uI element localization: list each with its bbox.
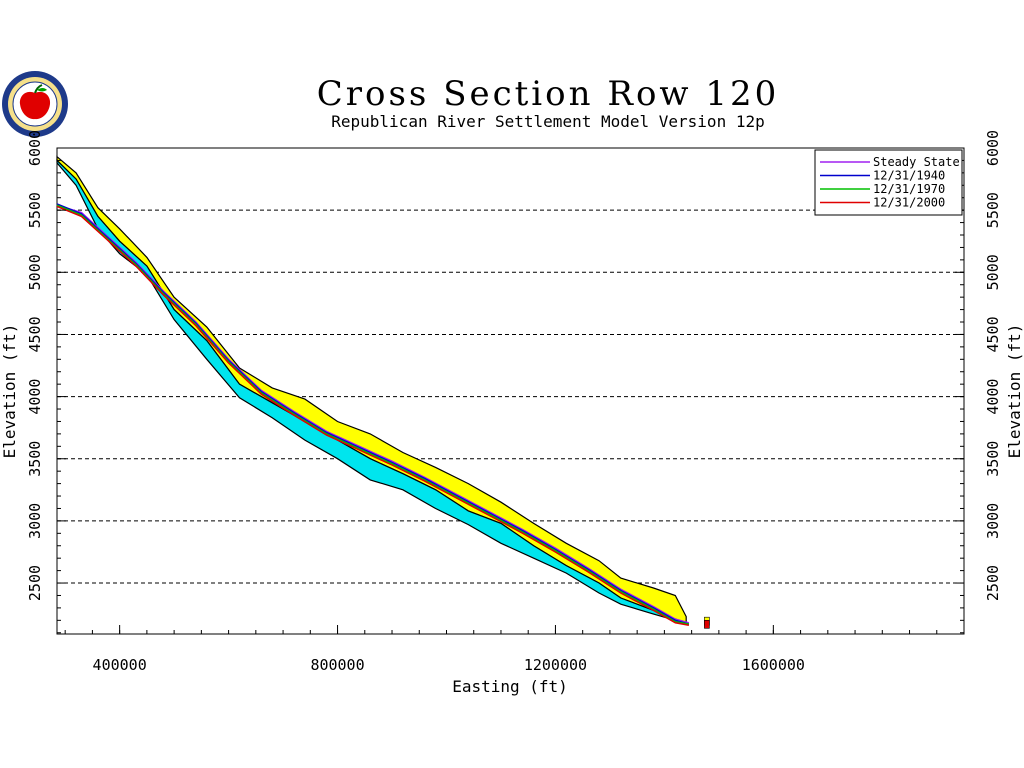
x-tick-label: 1200000 — [524, 656, 587, 674]
x-tick-label: 1600000 — [742, 656, 805, 674]
y-tick-label-left: 5500 — [26, 192, 44, 228]
series-line-12-31-2000 — [56, 205, 690, 627]
y-tick-label-right: 3500 — [984, 441, 1002, 477]
plot-frame — [56, 147, 965, 635]
y-axis-ticks: 2500 2500 3000 3000 3500 3500 4000 4000 4500 4500… — [26, 130, 1002, 634]
y-tick-label-right: 4500 — [984, 316, 1002, 352]
legend-label: 12/31/2000 — [873, 196, 945, 210]
y-tick-label-right: 2500 — [984, 565, 1002, 601]
isolated-cells — [704, 616, 710, 629]
series-line-12-31-1970 — [56, 204, 690, 625]
y-tick-label-left: 3000 — [26, 503, 44, 539]
legend-label: Steady State — [873, 155, 960, 169]
y-tick-label-right: 4000 — [984, 379, 1002, 415]
y-tick-label-left: 6000 — [26, 130, 44, 166]
isolated-cell — [704, 619, 710, 629]
y-tick-label-right: 6000 — [984, 130, 1002, 166]
legend: Steady State12/31/194012/31/197012/31/20… — [814, 149, 963, 216]
series-lines — [56, 203, 690, 627]
x-axis-ticks: 400000 800000 1200000 1600000 — [64, 625, 965, 674]
chart-subtitle: Republican River Settlement Model Versio… — [331, 112, 764, 131]
legend-label: 12/31/1970 — [873, 182, 945, 196]
x-tick-label: 400000 — [93, 656, 147, 674]
y-tick-label-left: 5000 — [26, 254, 44, 290]
y-tick-label-left: 4000 — [26, 379, 44, 415]
series-line-12-31-1940 — [56, 203, 690, 625]
x-tick-label: 800000 — [310, 656, 364, 674]
y-tick-label-left: 3500 — [26, 441, 44, 477]
y-tick-label-right: 5000 — [984, 254, 1002, 290]
y-axis-label-right: Elevation (ft) — [1005, 324, 1024, 459]
y-tick-label-right: 3000 — [984, 503, 1002, 539]
layer-band-layer-2 — [56, 158, 687, 625]
chart-title: Cross Section Row 120 — [317, 74, 779, 114]
series-line-steady-state — [56, 204, 690, 624]
x-axis-label: Easting (ft) — [452, 677, 568, 696]
y-tick-label-left: 4500 — [26, 316, 44, 352]
y-axis-label-left: Elevation (ft) — [0, 324, 19, 459]
layer-fills — [56, 155, 687, 625]
state-seal-logo — [2, 71, 68, 137]
y-tick-label-right: 5500 — [984, 192, 1002, 228]
y-tick-label-left: 2500 — [26, 565, 44, 601]
legend-box — [814, 149, 963, 216]
layer-band-layer-1 — [56, 155, 687, 624]
legend-label: 12/31/1940 — [873, 169, 945, 183]
